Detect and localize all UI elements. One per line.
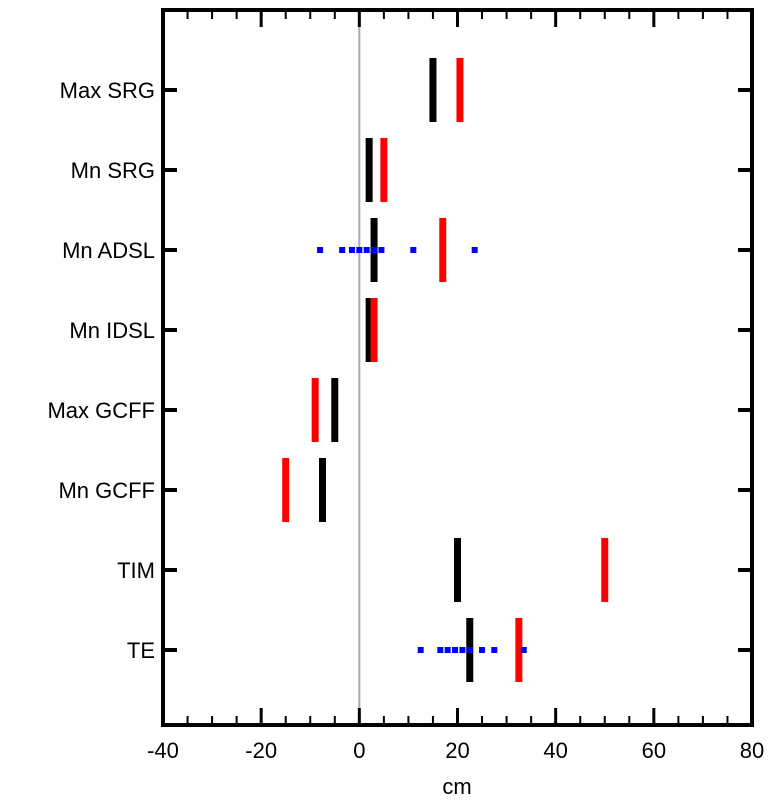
x-tick-label: 20 [445, 738, 469, 763]
category-label: Mn GCFF [58, 478, 155, 503]
category-label: Max GCFF [47, 398, 155, 423]
data-point [479, 647, 486, 653]
category-label: Mn SRG [71, 158, 155, 183]
data-point [356, 247, 363, 253]
x-tick-labels: -40 -20 0 20 40 60 80 [147, 738, 764, 763]
data-point [471, 247, 478, 253]
x-tick-label: 60 [642, 738, 666, 763]
data-point [417, 647, 424, 653]
data-point [317, 247, 324, 253]
data-point [371, 247, 378, 253]
x-tick-label: -40 [147, 738, 179, 763]
data-marks [282, 58, 609, 682]
x-axis-title: cm [442, 774, 471, 799]
data-point [437, 647, 444, 653]
data-point [459, 647, 466, 653]
category-label: Max SRG [60, 78, 155, 103]
data-point [339, 247, 346, 253]
category-label: Mn IDSL [69, 318, 155, 343]
data-point [520, 647, 527, 653]
category-label: TE [127, 638, 155, 663]
data-point [444, 647, 451, 653]
category-label: Mn ADSL [62, 238, 155, 263]
axis-ticks [161, 10, 754, 725]
x-tick-label: 40 [543, 738, 567, 763]
category-labels: Max SRG Mn SRG Mn ADSL Mn IDSL Max GCFF Mn GC… [47, 78, 155, 663]
data-point [410, 247, 417, 253]
data-point [348, 247, 355, 253]
data-point [452, 647, 459, 653]
x-tick-label: -20 [245, 738, 277, 763]
category-label: TIM [117, 558, 155, 583]
x-tick-label: 80 [740, 738, 764, 763]
data-point [378, 247, 385, 253]
data-point [363, 247, 370, 253]
x-tick-label: 0 [353, 738, 365, 763]
data-point [466, 647, 473, 653]
data-point [491, 647, 498, 653]
